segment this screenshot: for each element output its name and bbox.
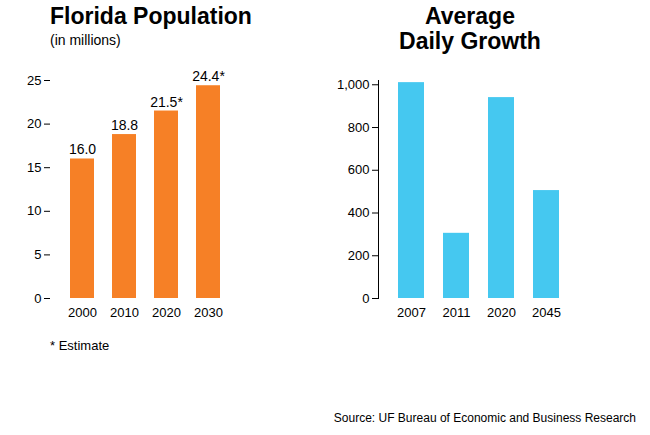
svg-text:20: 20 bbox=[27, 116, 41, 131]
html-text:(in millions): (in millions) bbox=[50, 32, 121, 48]
svg-text:400: 400 bbox=[348, 205, 370, 220]
svg-text:2011: 2011 bbox=[443, 305, 471, 320]
svg-text:600: 600 bbox=[348, 162, 370, 177]
svg-text:2030: 2030 bbox=[194, 305, 223, 320]
svg-text:0: 0 bbox=[34, 291, 41, 306]
html-text:Florida Population: Florida Population bbox=[50, 3, 252, 29]
svg-text:5: 5 bbox=[34, 247, 41, 262]
svg-text:2007: 2007 bbox=[397, 305, 426, 320]
svg-text:21.5*: 21.5* bbox=[150, 94, 183, 110]
svg-text:2020: 2020 bbox=[152, 305, 181, 320]
svg-text:15: 15 bbox=[27, 160, 41, 175]
svg-text:24.4*: 24.4* bbox=[192, 68, 225, 84]
html-text:Source: UF Bureau of Economic: Source: UF Bureau of Economic and Busine… bbox=[333, 411, 636, 425]
svg-text:2010: 2010 bbox=[110, 305, 139, 320]
svg-text:0: 0 bbox=[362, 291, 369, 306]
svg-text:2000: 2000 bbox=[68, 305, 97, 320]
svg-text:200: 200 bbox=[348, 248, 370, 263]
svg-text:16.0: 16.0 bbox=[69, 141, 96, 157]
svg-text:2045: 2045 bbox=[532, 305, 561, 320]
svg-text:2020: 2020 bbox=[487, 305, 516, 320]
svg-text:18.8: 18.8 bbox=[111, 117, 138, 133]
svg-text:800: 800 bbox=[348, 120, 370, 135]
svg-text:1,000: 1,000 bbox=[337, 77, 370, 92]
svg-text:25: 25 bbox=[27, 73, 41, 88]
html-text:Average Daily Growth: Average Daily Growth bbox=[399, 3, 541, 54]
svg-text:10: 10 bbox=[27, 203, 41, 218]
html-text:* Estimate: * Estimate bbox=[50, 338, 110, 353]
